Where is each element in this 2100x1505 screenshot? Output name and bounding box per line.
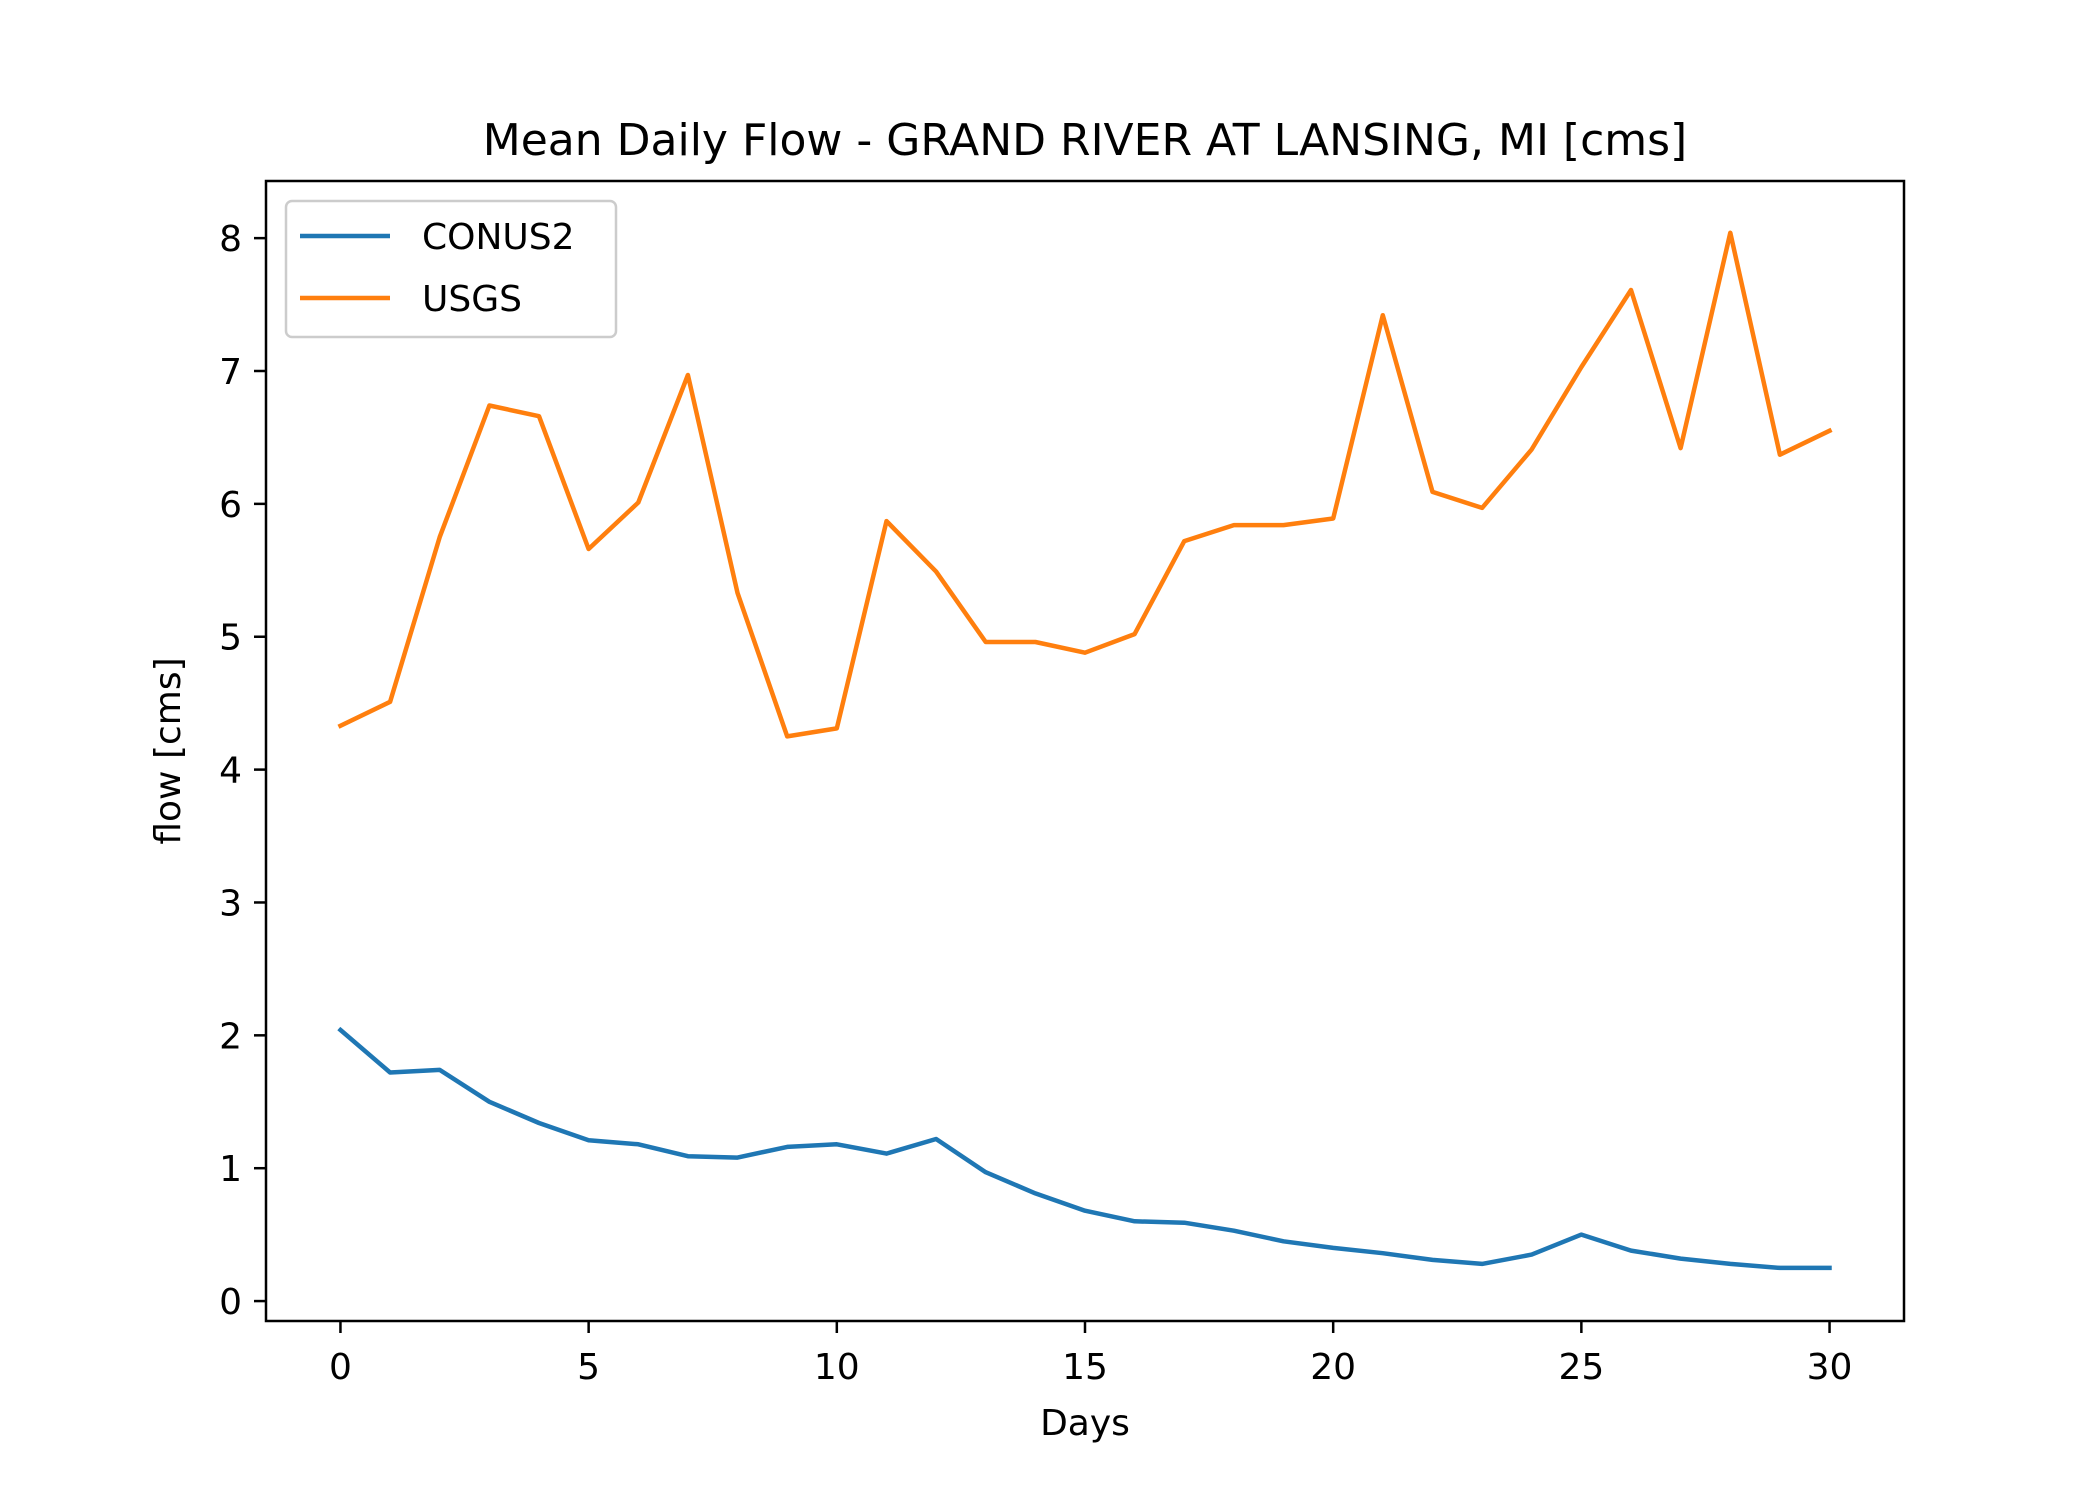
y-axis-ticks: 0 1 2 3 4 5 6 7 8 <box>219 219 266 1323</box>
y-tick-label: 3 <box>219 883 242 924</box>
chart-title: Mean Daily Flow - GRAND RIVER AT LANSING… <box>483 115 1687 166</box>
y-tick-label: 5 <box>219 618 242 659</box>
legend: CONUS2 USGS <box>284 199 618 339</box>
x-axis-ticks: 0 5 10 15 20 25 30 <box>329 1321 1852 1388</box>
series-line-conus2 <box>337 1026 1832 1271</box>
x-tick-label: 10 <box>814 1347 860 1388</box>
x-axis-label: Days <box>1040 1403 1130 1444</box>
legend-label-conus2: CONUS2 <box>422 217 575 258</box>
y-tick-label: 1 <box>219 1149 242 1190</box>
plot-area <box>266 181 1904 1321</box>
series-line-usgs <box>337 230 1833 739</box>
y-tick-label: 0 <box>219 1282 242 1323</box>
y-tick-label: 2 <box>219 1016 242 1057</box>
y-tick-label: 4 <box>219 751 242 792</box>
plot-frame <box>264 179 1906 1323</box>
y-tick-label: 8 <box>219 219 242 260</box>
x-tick-label: 5 <box>577 1347 600 1388</box>
y-tick-label: 6 <box>219 485 242 526</box>
x-tick-label: 30 <box>1807 1347 1853 1388</box>
legend-label-usgs: USGS <box>422 279 522 320</box>
x-tick-label: 0 <box>329 1347 352 1388</box>
y-axis-label: flow [cms] <box>148 657 189 844</box>
x-tick-label: 15 <box>1062 1347 1108 1388</box>
x-tick-label: 20 <box>1310 1347 1356 1388</box>
series-layer <box>337 230 1833 1271</box>
y-tick-label: 7 <box>219 352 242 393</box>
x-tick-label: 25 <box>1558 1347 1604 1388</box>
